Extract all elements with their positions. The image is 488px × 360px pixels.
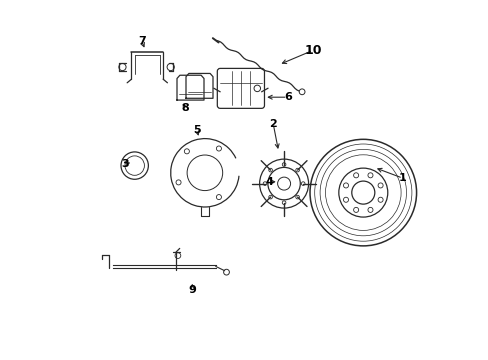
Text: 5: 5 — [192, 125, 200, 135]
Text: 10: 10 — [304, 44, 321, 57]
Text: 1: 1 — [398, 173, 406, 183]
Text: 8: 8 — [181, 103, 188, 113]
Text: 9: 9 — [188, 285, 196, 295]
Text: 6: 6 — [283, 92, 291, 102]
Circle shape — [299, 89, 305, 95]
Text: 7: 7 — [138, 36, 145, 46]
Text: 2: 2 — [269, 119, 277, 129]
Text: 3: 3 — [121, 159, 128, 169]
Text: 4: 4 — [265, 177, 273, 187]
